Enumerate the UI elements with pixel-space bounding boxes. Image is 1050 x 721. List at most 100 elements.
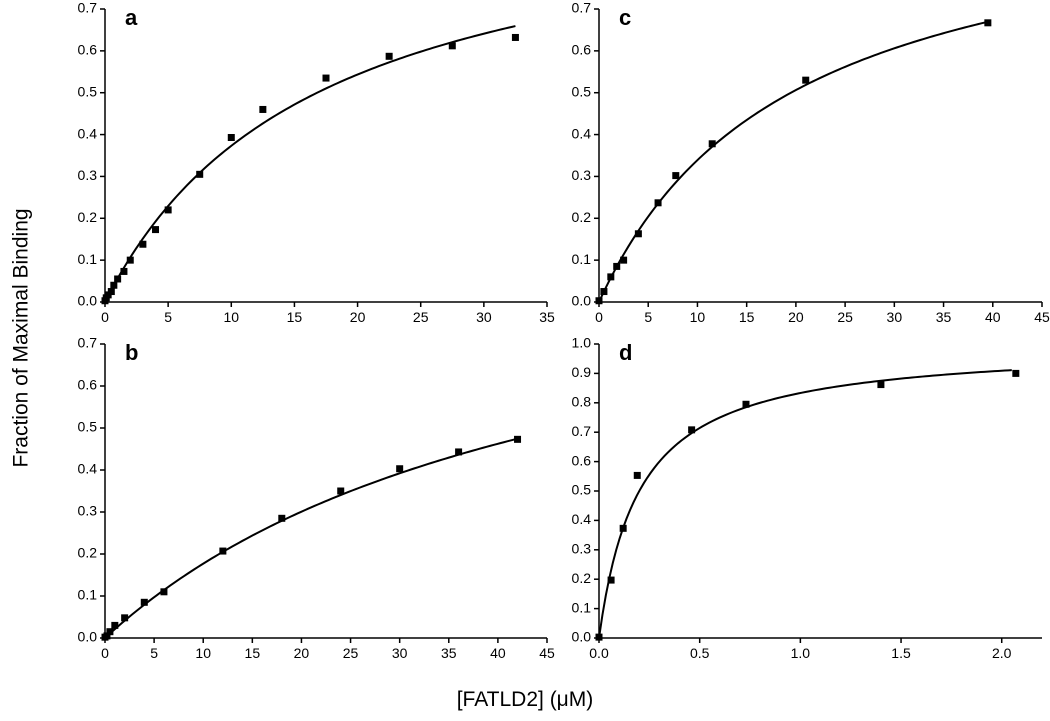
panel-c-data-point bbox=[620, 256, 628, 264]
panel-a-data-point bbox=[385, 52, 393, 60]
x-axis-title: [FATLD2] (μM) bbox=[457, 688, 594, 711]
panel-c-data-point bbox=[984, 19, 992, 27]
panel-b-data-point bbox=[396, 465, 404, 473]
panel-c-y-tick-label: 0.0 bbox=[572, 293, 592, 309]
panel-a-y-tick-label: 0.5 bbox=[78, 83, 98, 99]
panel-b-x-tick-label: 0 bbox=[101, 645, 109, 661]
panel-d-y-tick-label: 0.9 bbox=[572, 364, 592, 380]
panel-a-label: a bbox=[125, 5, 138, 30]
panel-a-y-tick-label: 0.2 bbox=[78, 209, 98, 225]
panel-d-x-tick-label: 0.0 bbox=[589, 645, 609, 661]
panel-d-y-tick-label: 0.1 bbox=[572, 599, 592, 615]
panel-c-y-tick-label: 0.7 bbox=[572, 0, 592, 16]
panel-c-y-tick-label: 0.4 bbox=[572, 125, 592, 141]
panel-c-data-point bbox=[672, 172, 680, 180]
panel-c-data-point bbox=[708, 140, 716, 148]
panel-b-y-tick-label: 0.5 bbox=[78, 419, 98, 435]
panel-b-x-tick-label: 25 bbox=[343, 645, 359, 661]
panel-c-x-tick-label: 30 bbox=[887, 309, 903, 325]
panel-c-x-tick-label: 15 bbox=[739, 309, 755, 325]
panel-c-x-tick-label: 45 bbox=[1034, 309, 1050, 325]
panel-d-data-point bbox=[877, 381, 885, 389]
panel-c-data-point bbox=[595, 297, 603, 305]
panel-b-data-point bbox=[111, 621, 119, 629]
panel-c-label: c bbox=[619, 5, 631, 30]
panel-a-data-point bbox=[322, 74, 330, 82]
panel-a-data-point bbox=[152, 226, 160, 234]
panel-c-data-point bbox=[600, 288, 608, 296]
y-axis-title: Fraction of Maximal Binding bbox=[10, 208, 33, 467]
panel-b-y-tick-label: 0.1 bbox=[78, 587, 98, 603]
panel-a-x-tick-label: 20 bbox=[350, 309, 366, 325]
panel-d-y-tick-label: 0.2 bbox=[572, 570, 592, 586]
panel-a-y-tick-label: 0.1 bbox=[78, 251, 98, 267]
panel-c-fit-curve bbox=[598, 20, 989, 303]
panel-d-data-point bbox=[1012, 369, 1020, 377]
panel-d-y-tick-label: 1.0 bbox=[572, 335, 592, 351]
panel-b-data-point bbox=[103, 632, 111, 640]
panel-b-y-tick-label: 0.2 bbox=[78, 545, 98, 561]
panel-a-data-point bbox=[126, 256, 134, 264]
panel-a-y-tick-label: 0.4 bbox=[78, 125, 98, 141]
panel-b-data-point bbox=[160, 588, 168, 596]
panel-a-data-point bbox=[259, 105, 267, 113]
panel-b-data-point bbox=[140, 598, 148, 606]
panel-a-x-tick-label: 15 bbox=[287, 309, 303, 325]
panel-a-data-point bbox=[448, 42, 456, 50]
panel-d-x-tick-label: 0.5 bbox=[690, 645, 710, 661]
panel-b-data-point bbox=[514, 435, 522, 443]
panel-c-x-tick-label: 40 bbox=[985, 309, 1001, 325]
panel-c-y-tick-label: 0.3 bbox=[572, 167, 592, 183]
panel-b-x-tick-label: 20 bbox=[294, 645, 310, 661]
panel-a: 0.0 0.1 0.2 0.3 0.4 0.5 0.6 0.7 0 5 10 15 20 25 30 35 a bbox=[78, 0, 555, 325]
panel-d-y-tick-label: 0.6 bbox=[572, 452, 592, 468]
panel-b-data-point bbox=[219, 547, 227, 555]
panel-c-data-point bbox=[634, 230, 642, 238]
panel-c: 0.0 0.1 0.2 0.3 0.4 0.5 0.6 0.7 0 5 10 15 20 25 30 35 40… bbox=[572, 0, 1050, 325]
panel-d-data-point bbox=[595, 633, 603, 641]
panel-c-y-tick-label: 0.6 bbox=[572, 42, 592, 58]
panel-a-data-point bbox=[107, 288, 115, 296]
panel-d-y-tick-label: 0.5 bbox=[572, 482, 592, 498]
panel-a-x-tick-label: 25 bbox=[413, 309, 429, 325]
panel-a-data-point bbox=[139, 240, 147, 248]
panel-d-data-point bbox=[742, 400, 750, 408]
panel-c-x-tick-label: 20 bbox=[788, 309, 804, 325]
panel-b-data-point bbox=[121, 614, 129, 622]
panel-c-y-tick-label: 0.2 bbox=[572, 209, 592, 225]
panel-d-y-tick-label: 0.8 bbox=[572, 394, 592, 410]
panel-b-x-tick-label: 35 bbox=[441, 645, 457, 661]
panel-d-x-tick-label: 2.0 bbox=[992, 645, 1012, 661]
panel-d-data-point bbox=[619, 524, 627, 532]
panel-b-fit-curve bbox=[104, 437, 518, 639]
panel-b-y-tick-label: 0.7 bbox=[78, 335, 98, 351]
panel-b-x-tick-label: 5 bbox=[150, 645, 158, 661]
panel-a-x-tick-label: 35 bbox=[539, 309, 555, 325]
panel-a-data-point bbox=[120, 267, 128, 275]
panel-b-x-tick-label: 10 bbox=[195, 645, 211, 661]
panel-a-x-tick-label: 0 bbox=[101, 309, 109, 325]
panel-a-data-point bbox=[196, 170, 204, 178]
panel-b-y-tick-label: 0.0 bbox=[78, 629, 98, 645]
panel-c-data-point bbox=[802, 76, 810, 84]
panel-a-x-tick-label: 10 bbox=[223, 309, 239, 325]
panel-d-data-point bbox=[607, 576, 615, 584]
panel-c-data-point bbox=[654, 199, 662, 207]
panel-b-x-tick-label: 40 bbox=[490, 645, 506, 661]
panel-c-x-tick-label: 10 bbox=[690, 309, 706, 325]
panel-c-y-tick-label: 0.5 bbox=[572, 83, 592, 99]
panel-a-data-point bbox=[164, 206, 172, 214]
panel-c-x-tick-label: 35 bbox=[936, 309, 952, 325]
panel-c-y-tick-label: 0.1 bbox=[572, 251, 592, 267]
panel-b-data-point bbox=[278, 514, 286, 522]
panel-b-label: b bbox=[125, 340, 138, 365]
panel-c-x-tick-label: 5 bbox=[644, 309, 652, 325]
panel-b-y-tick-label: 0.6 bbox=[78, 377, 98, 393]
panel-c-x-tick-label: 25 bbox=[837, 309, 853, 325]
panel-b-x-tick-label: 15 bbox=[245, 645, 261, 661]
panel-b: 0.0 0.1 0.2 0.3 0.4 0.5 0.6 0.7 0 5 10 15 20 25 30 35 40… bbox=[78, 335, 555, 661]
panel-b-y-tick-label: 0.3 bbox=[78, 503, 98, 519]
panel-d-y-tick-label: 0.0 bbox=[572, 629, 592, 645]
panel-d-y-tick-label: 0.4 bbox=[572, 511, 592, 527]
